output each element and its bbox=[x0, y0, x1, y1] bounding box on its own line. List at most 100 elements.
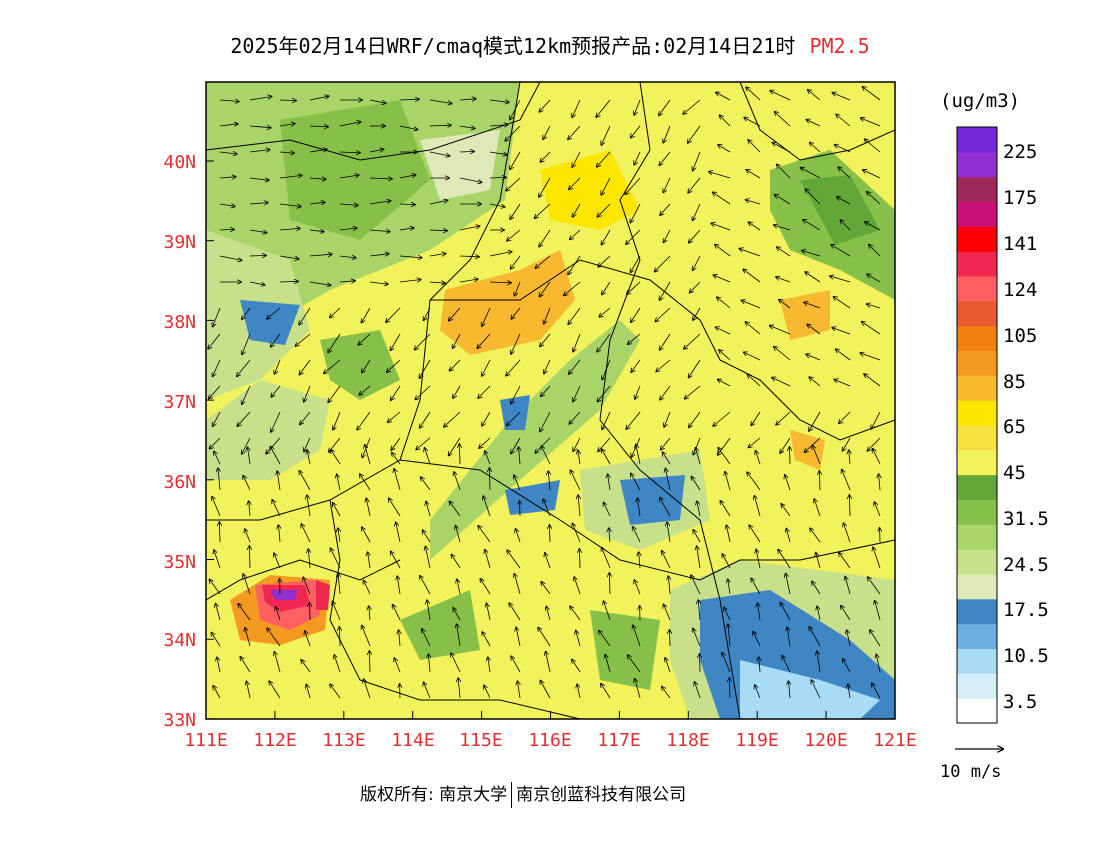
footer-right: 南京创蓝科技有限公司 bbox=[516, 785, 687, 805]
wind-arrow bbox=[426, 502, 431, 517]
border-line-8 bbox=[206, 559, 401, 601]
wind-arrow bbox=[725, 472, 731, 491]
wind-arrow bbox=[541, 385, 551, 396]
wind-arrow bbox=[214, 550, 221, 569]
colorbar-swatch bbox=[957, 499, 997, 525]
wind-arrow bbox=[457, 579, 461, 595]
wind-arrow bbox=[598, 437, 611, 451]
wind-arrow bbox=[272, 500, 281, 517]
wind-arrow bbox=[213, 307, 221, 327]
wind-arrow bbox=[459, 126, 475, 128]
wind-arrow bbox=[369, 282, 388, 284]
wind-arrow bbox=[789, 681, 791, 699]
wind-arrow bbox=[386, 307, 401, 322]
border-line-1 bbox=[206, 82, 541, 161]
wind-arrow bbox=[303, 577, 311, 595]
wind-arrow bbox=[812, 446, 821, 465]
wind-arrow bbox=[219, 124, 238, 126]
wind-arrow bbox=[267, 628, 281, 647]
wind-arrow bbox=[482, 411, 491, 426]
colorbar-swatch bbox=[957, 474, 997, 500]
footer-left: 版权所有: 南京大学 bbox=[360, 785, 508, 805]
wind-arrow bbox=[362, 527, 371, 543]
wind-arrow bbox=[634, 580, 641, 595]
wind-arrow bbox=[747, 472, 761, 491]
wind-arrow bbox=[544, 359, 551, 374]
wind-arrow bbox=[309, 254, 332, 256]
wind-arrow bbox=[424, 307, 431, 320]
wind-arrow bbox=[453, 385, 461, 398]
wind-arrow bbox=[459, 279, 478, 283]
wind-arrow bbox=[605, 655, 611, 673]
wind-arrow bbox=[745, 322, 761, 335]
wind-arrow bbox=[237, 359, 251, 376]
wind-arrow bbox=[365, 445, 371, 465]
wind-arrow bbox=[546, 607, 551, 621]
wind-arrow bbox=[540, 333, 551, 346]
wind-arrow bbox=[510, 203, 521, 219]
wind-arrow bbox=[505, 125, 521, 141]
wind-arrow bbox=[569, 411, 581, 424]
wind-arrow bbox=[776, 411, 791, 425]
wind-arrow bbox=[604, 503, 611, 517]
wind-arrow bbox=[790, 447, 791, 465]
wind-arrow bbox=[700, 654, 701, 673]
wind-arrow bbox=[301, 660, 311, 673]
wind-arrow bbox=[684, 333, 701, 349]
wind-arrow bbox=[310, 603, 311, 621]
wind-arrow bbox=[339, 175, 359, 179]
wind-arrow bbox=[867, 192, 881, 205]
wind-arrow bbox=[807, 324, 821, 335]
wind-arrow bbox=[785, 475, 791, 491]
wind-arrow bbox=[389, 498, 401, 517]
wind-arrow bbox=[833, 297, 851, 309]
colorbar-label-85: 85 bbox=[1003, 371, 1026, 393]
wind-arrow bbox=[487, 603, 491, 621]
colorbar-swatch bbox=[957, 176, 997, 202]
wind-arrow bbox=[394, 469, 401, 491]
colorbar-swatch bbox=[957, 673, 997, 699]
wind-arrow bbox=[245, 529, 251, 543]
wind-arrow bbox=[568, 125, 581, 139]
wind-arrow bbox=[860, 353, 881, 361]
wind-arrow bbox=[219, 255, 242, 260]
wind-arrow bbox=[865, 139, 881, 153]
wind-arrow bbox=[841, 606, 851, 621]
wind-arrow bbox=[801, 168, 821, 179]
colorbar-swatch bbox=[957, 549, 997, 575]
wind-arrow bbox=[573, 385, 581, 402]
lon-label-118e: 118E bbox=[666, 730, 709, 751]
wind-arrow bbox=[484, 685, 491, 699]
wind-arrow bbox=[279, 124, 295, 126]
wind-arrow bbox=[245, 628, 251, 647]
wind-arrow bbox=[507, 229, 521, 241]
wind-arrow bbox=[544, 307, 551, 324]
wind-arrow bbox=[279, 228, 300, 230]
wind-arrow bbox=[507, 550, 521, 569]
wind-arrow bbox=[602, 449, 611, 465]
wind-arrow bbox=[756, 549, 761, 569]
wind-arrow bbox=[506, 359, 521, 376]
wind-vectors bbox=[208, 87, 881, 699]
wind-arrow bbox=[689, 411, 701, 427]
wind-arrow bbox=[361, 307, 371, 323]
wind-arrow bbox=[879, 474, 880, 491]
wind-arrow bbox=[847, 630, 851, 647]
wind-arrow bbox=[602, 411, 611, 429]
copyright-footer: 版权所有: 南京大学 南京创蓝科技有限公司 bbox=[360, 780, 686, 808]
wind-arrow bbox=[861, 118, 881, 127]
wind-arrow bbox=[720, 115, 731, 127]
wind-arrow bbox=[775, 112, 791, 127]
wind-arrow bbox=[399, 630, 400, 647]
colorbar-label-65: 65 bbox=[1003, 416, 1026, 438]
lon-label-115e: 115E bbox=[459, 730, 502, 751]
wind-arrow bbox=[660, 333, 671, 350]
wind-arrow bbox=[770, 91, 791, 101]
wind-arrow bbox=[391, 551, 401, 569]
wind-arrow bbox=[429, 151, 450, 156]
wind-arrow bbox=[392, 453, 401, 465]
wind-arrow bbox=[535, 203, 551, 218]
wind-arrow bbox=[249, 255, 266, 256]
wind-arrow bbox=[421, 477, 431, 491]
wind-arrow bbox=[330, 684, 341, 699]
